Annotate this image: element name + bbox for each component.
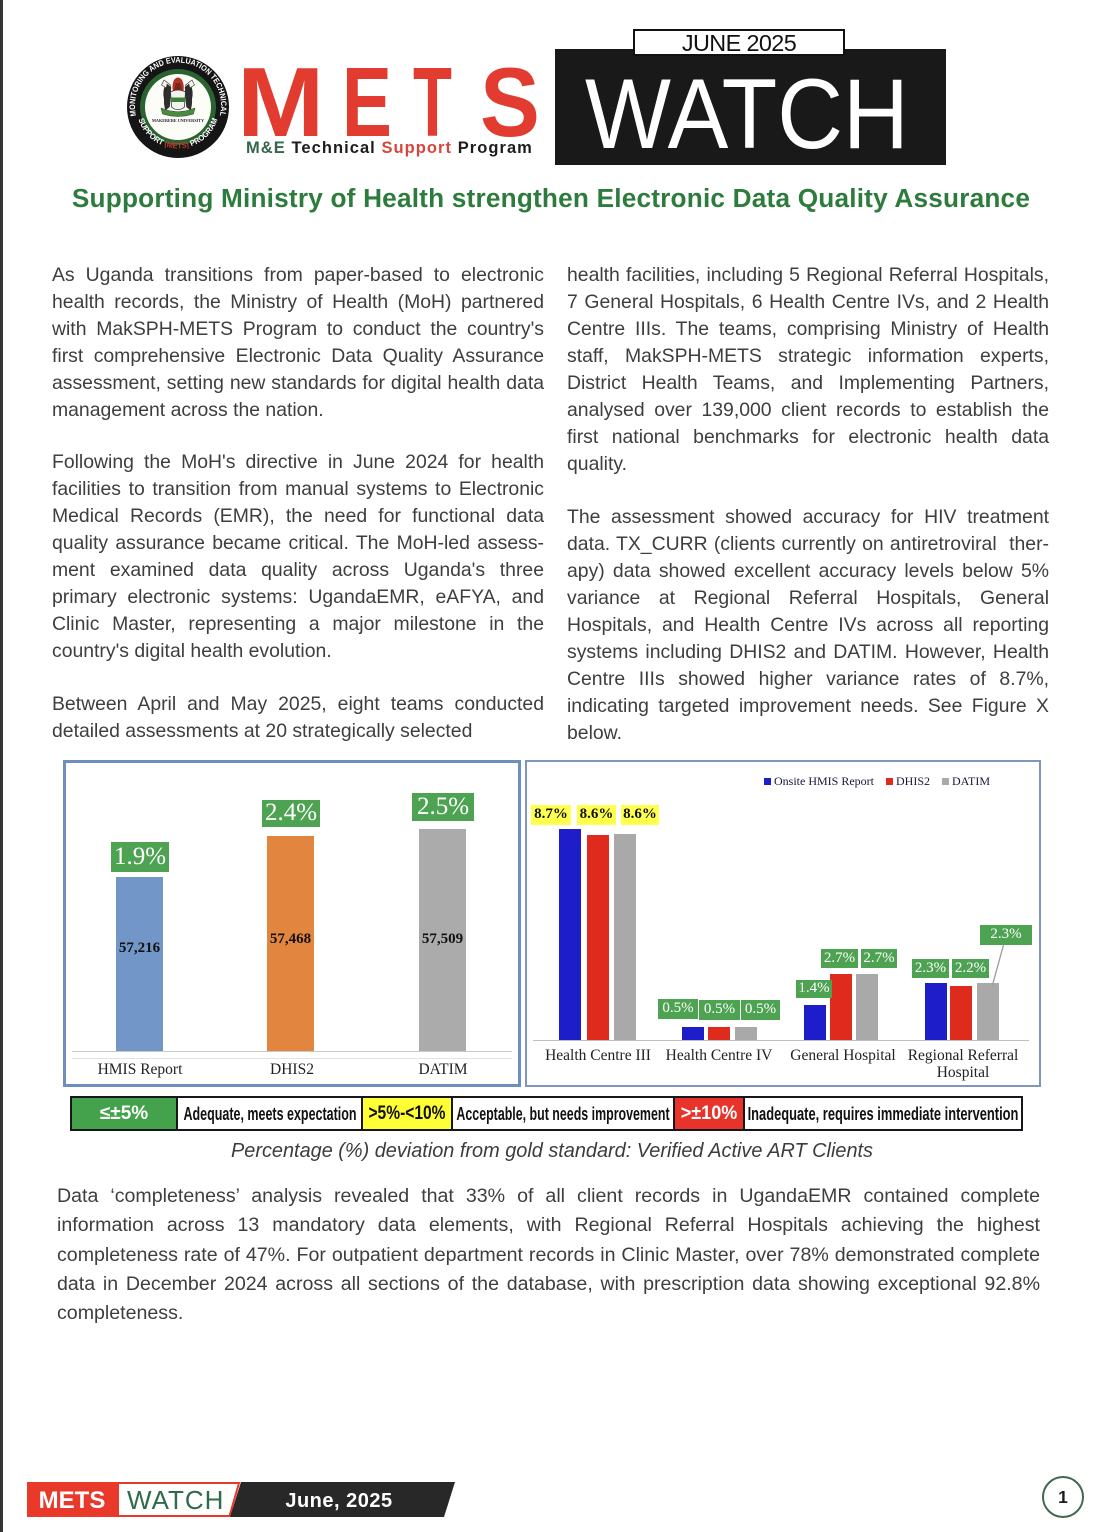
svg-text:MAKERERE UNIVERSITY: MAKERERE UNIVERSITY: [152, 118, 204, 123]
svg-text:June, 2025: June, 2025: [285, 1490, 392, 1512]
svg-text:METS: METS: [39, 1487, 106, 1514]
svg-text:WATCH: WATCH: [127, 1485, 224, 1515]
